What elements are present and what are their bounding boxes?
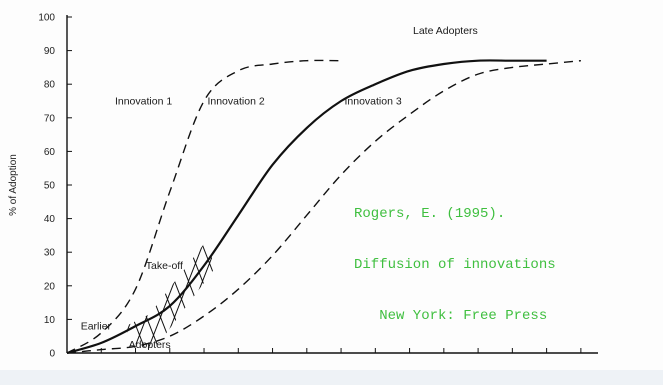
y-tick-label: 100 [38,13,55,24]
y-tick-label: 0 [49,349,55,360]
series-line-innovation-1 [66,59,342,354]
y-tick-label: 30 [44,248,56,259]
y-tick-label: 20 [44,281,56,292]
hatch-line [12,222,72,376]
annotation-take-off: Take-off [146,260,183,272]
bottom-strip [0,370,663,385]
y-tick-label: 10 [44,315,56,326]
annotation-innovation-2: Innovation 2 [207,95,264,107]
hatch-line [12,222,72,376]
series-line-innovation-2 [66,59,547,355]
series-line-innovation-3 [66,60,581,354]
annotation-innovation-3: Innovation 3 [344,95,401,107]
annotation-innovation-1: Innovation 1 [115,95,172,107]
y-axis-label: % of Adoption [8,154,19,216]
annotation-adopters: Adopters [129,339,171,351]
hatch-line [0,222,44,376]
y-tick-label: 80 [44,80,56,91]
y-tick-label: 40 [44,214,56,225]
annotation-earlier: Earlier [81,320,112,332]
citation-line-2: Diffusion of innovations [354,257,556,273]
hatch-line [193,240,215,351]
hatch-line [0,222,44,376]
y-tick-label: 50 [44,181,56,192]
citation-line-3: New York: Free Press [354,308,548,324]
citation-line-1: Rogers, E. (1995). [354,206,506,222]
y-tick-label: 90 [44,46,56,57]
annotation-late-adopters: Late Adopters [413,25,478,37]
y-tick-label: 70 [44,113,56,124]
y-tick-label: 60 [44,147,56,158]
citation-text: Rogers, E. (1995). Diffusion of innovati… [354,172,556,359]
